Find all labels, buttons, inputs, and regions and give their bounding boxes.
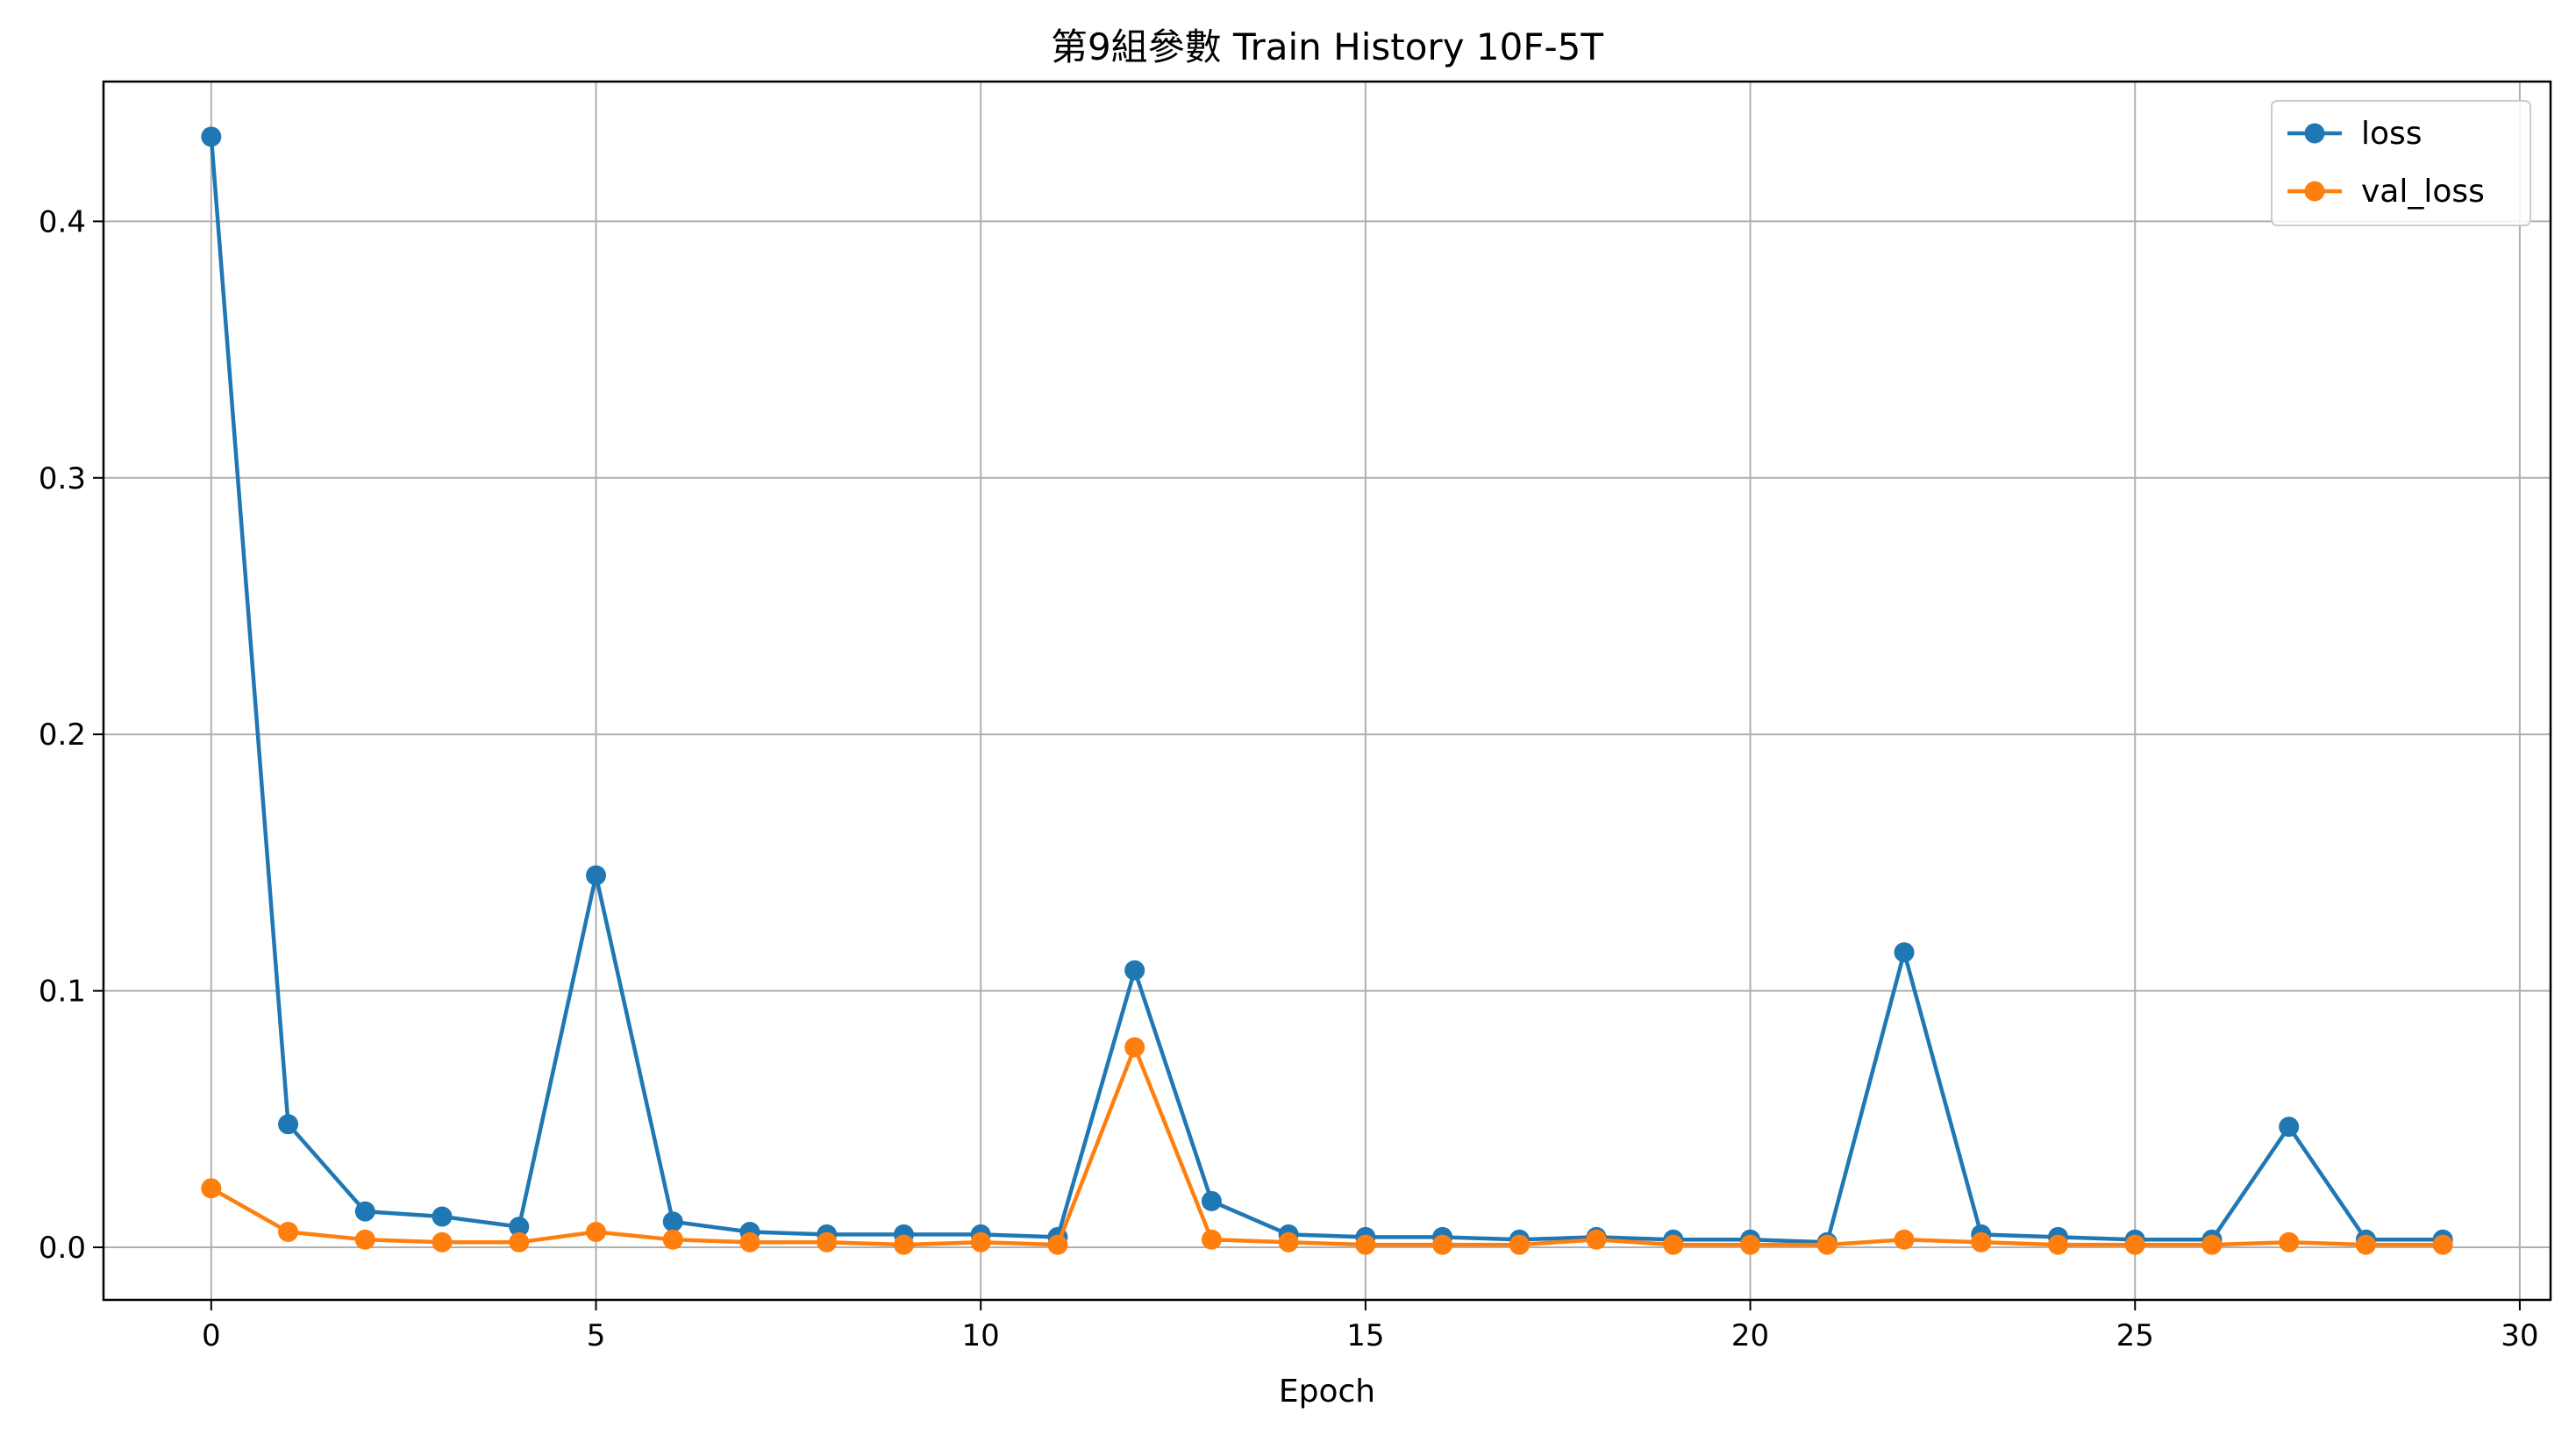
series-line-loss: [209, 136, 2444, 1245]
data-point-loss: [1201, 1190, 1222, 1211]
data-point-val_loss: [1971, 1231, 1992, 1253]
data-point-val_loss: [1586, 1229, 1607, 1250]
data-point-loss: [586, 865, 607, 886]
x-axis-title: Epoch: [1279, 1374, 1375, 1410]
data-point-loss: [354, 1201, 375, 1222]
data-point-val_loss: [1047, 1234, 1068, 1255]
legend-marker: [2304, 181, 2325, 202]
x-tick-label: 15: [1346, 1318, 1384, 1353]
data-point-val_loss: [1432, 1234, 1453, 1255]
y-axis: 0.0 0.1 0.2 0.3 0.4: [39, 204, 103, 1266]
data-point-loss: [2279, 1117, 2300, 1138]
data-point-val_loss: [662, 1229, 683, 1250]
data-point-loss: [201, 126, 222, 147]
data-point-val_loss: [201, 1178, 222, 1199]
data-point-val_loss: [2124, 1234, 2145, 1255]
y-tick-label: 0.3: [39, 461, 86, 496]
x-axis: 0 5 10 15 20 25 30: [202, 1300, 2539, 1353]
y-tick-label: 0.1: [39, 974, 86, 1010]
plot-frame: [102, 80, 2552, 1302]
data-point-val_loss: [1509, 1234, 1530, 1255]
legend-item-loss: loss: [2287, 116, 2423, 152]
data-point-val_loss: [817, 1231, 838, 1253]
data-point-loss: [432, 1206, 453, 1227]
data-point-val_loss: [2355, 1234, 2376, 1255]
x-tick-label: 0: [202, 1318, 221, 1353]
legend-label: val_loss: [2361, 174, 2485, 210]
x-tick-label: 5: [587, 1318, 606, 1353]
legend-marker: [2304, 123, 2325, 144]
series-layer: [201, 126, 2453, 1255]
data-point-loss: [662, 1211, 683, 1232]
data-point-val_loss: [1816, 1234, 1837, 1255]
y-tick-label: 0.4: [39, 204, 86, 239]
data-point-val_loss: [354, 1229, 375, 1250]
data-point-val_loss: [970, 1231, 991, 1253]
data-point-val_loss: [586, 1222, 607, 1243]
chart-title: 第9組參數 Train History 10F-5T: [1051, 25, 1603, 68]
legend: loss val_loss: [2271, 100, 2531, 226]
data-point-val_loss: [1355, 1234, 1376, 1255]
data-point-loss: [509, 1217, 530, 1238]
series-val_loss: [201, 1037, 2453, 1255]
x-tick-label: 20: [1731, 1318, 1769, 1353]
data-point-val_loss: [739, 1231, 760, 1253]
data-point-val_loss: [2047, 1234, 2068, 1255]
data-point-val_loss: [2201, 1234, 2223, 1255]
x-tick-label: 10: [962, 1318, 1000, 1353]
data-point-val_loss: [1740, 1234, 1761, 1255]
data-point-loss: [278, 1114, 299, 1135]
data-point-val_loss: [278, 1222, 299, 1243]
data-point-val_loss: [1124, 1037, 1145, 1058]
y-tick-label: 0.2: [39, 717, 86, 753]
data-point-loss: [1124, 960, 1145, 981]
data-point-val_loss: [2279, 1231, 2300, 1253]
legend-item-val_loss: val_loss: [2287, 174, 2485, 210]
y-tick-label: 0.0: [39, 1231, 86, 1266]
x-tick-label: 25: [2116, 1318, 2154, 1353]
data-point-val_loss: [2432, 1234, 2453, 1255]
data-point-val_loss: [1663, 1234, 1684, 1255]
series-line-val_loss: [210, 1045, 2444, 1247]
data-point-val_loss: [509, 1231, 530, 1253]
data-point-val_loss: [1201, 1229, 1222, 1250]
data-point-loss: [1894, 942, 1915, 963]
data-point-val_loss: [893, 1234, 914, 1255]
legend-label: loss: [2361, 116, 2423, 152]
data-point-val_loss: [1278, 1231, 1299, 1253]
data-point-val_loss: [432, 1231, 453, 1253]
data-point-val_loss: [1894, 1229, 1915, 1250]
x-tick-label: 30: [2501, 1318, 2538, 1353]
